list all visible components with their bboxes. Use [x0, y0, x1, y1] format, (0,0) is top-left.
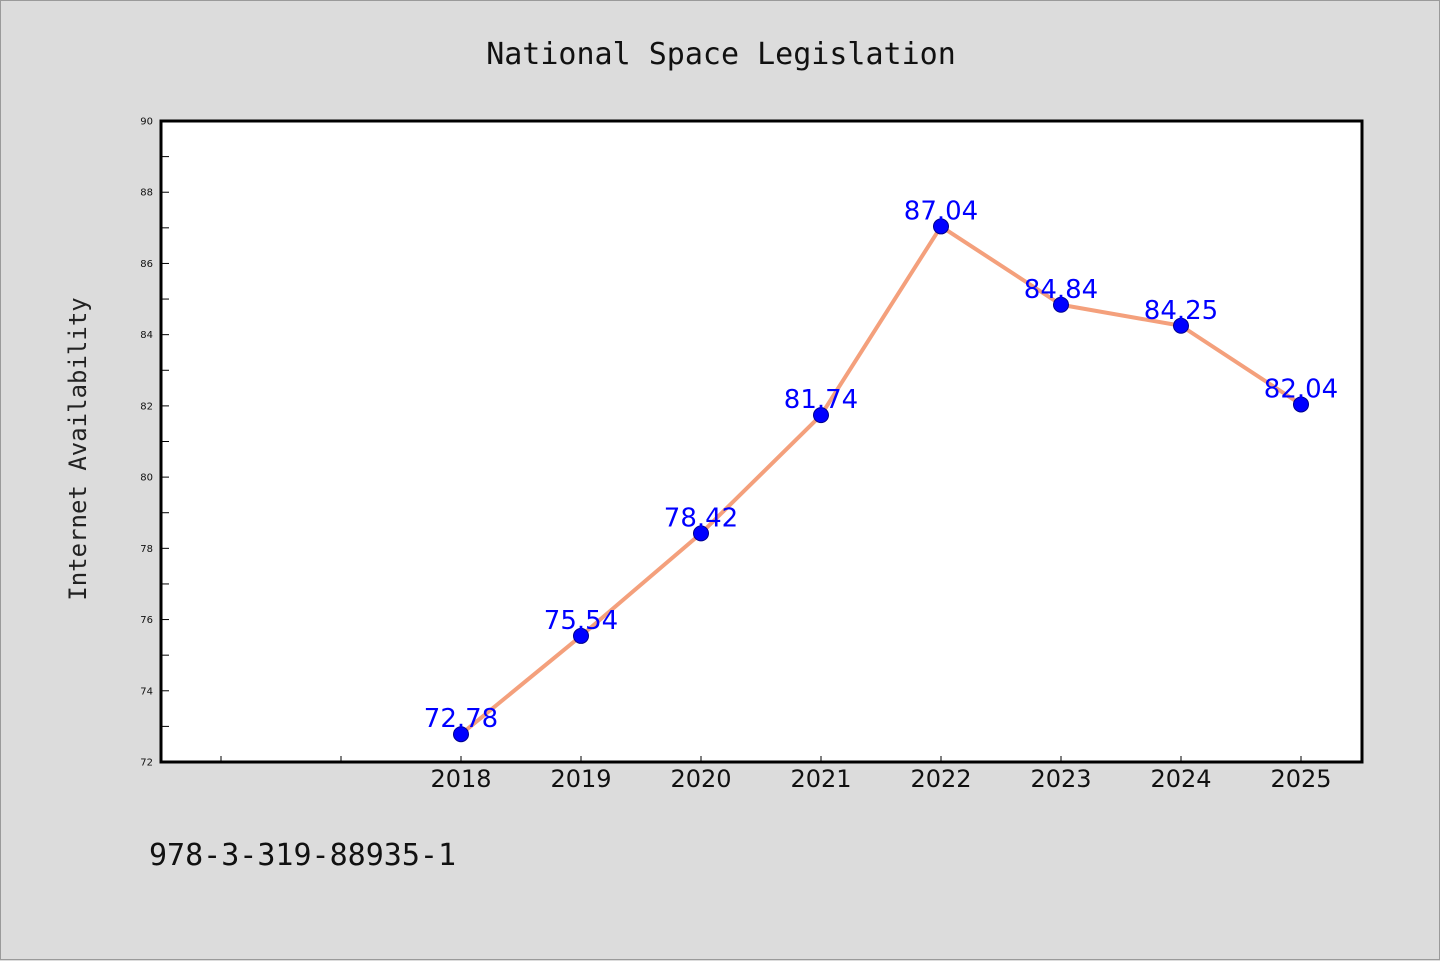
x-tick-label: 2019 — [550, 765, 611, 793]
y-tick-label: 76 — [140, 615, 153, 626]
data-label: 78.42 — [664, 503, 738, 533]
x-tick-label: 2018 — [430, 765, 491, 793]
y-tick-label: 82 — [140, 401, 153, 412]
x-tick-group: 2018 2019 2020 2021 2022 2023 2024 2025 — [220, 756, 1332, 793]
isbn-text: 978-3-319-88935-1 — [149, 838, 456, 873]
data-point-marker — [813, 407, 829, 424]
y-tick-label: 90 — [140, 117, 153, 128]
y-tick-label: 86 — [140, 259, 153, 270]
data-label: 75.54 — [544, 606, 618, 636]
x-tick-label: 2025 — [1270, 765, 1331, 793]
data-label: 72.78 — [424, 704, 498, 734]
x-tick-label: 2020 — [670, 765, 731, 793]
data-label: 84.84 — [1024, 275, 1098, 305]
y-tick-group: 72 74 76 78 80 82 84 86 88 90 — [140, 117, 169, 769]
data-point-marker — [1173, 317, 1189, 334]
chart-title: National Space Legislation — [486, 37, 956, 72]
plot-frame — [159, 119, 1364, 764]
data-point-marker — [1053, 296, 1069, 313]
y-tick-label: 88 — [140, 188, 153, 199]
marker-group — [453, 218, 1309, 743]
data-point-marker — [453, 726, 469, 743]
data-point-marker — [573, 627, 589, 644]
data-label-group: 72.78 75.54 78.42 81.74 87.04 84.84 84.25 82.04 — [424, 196, 1338, 734]
y-tick-label: 72 — [140, 758, 153, 769]
data-label: 81.74 — [784, 385, 858, 415]
x-tick-label: 2021 — [790, 765, 851, 793]
data-point-marker — [1293, 396, 1309, 413]
x-tick-label: 2024 — [1150, 765, 1211, 793]
x-tick-label: 2022 — [910, 765, 971, 793]
x-tick-label: 2023 — [1030, 765, 1091, 793]
plot-area — [161, 121, 1362, 762]
series-line — [459, 224, 1303, 737]
data-label: 82.04 — [1264, 374, 1338, 404]
y-tick-label: 74 — [140, 686, 153, 697]
data-label: 87.04 — [904, 196, 978, 226]
y-axis-label: Internet Availability — [64, 297, 92, 600]
y-tick-label: 78 — [140, 544, 153, 555]
data-point-marker — [693, 525, 709, 542]
y-tick-label: 80 — [140, 473, 153, 484]
data-label: 84.25 — [1144, 296, 1218, 326]
data-point-marker — [933, 218, 949, 235]
y-tick-label: 84 — [140, 330, 153, 341]
